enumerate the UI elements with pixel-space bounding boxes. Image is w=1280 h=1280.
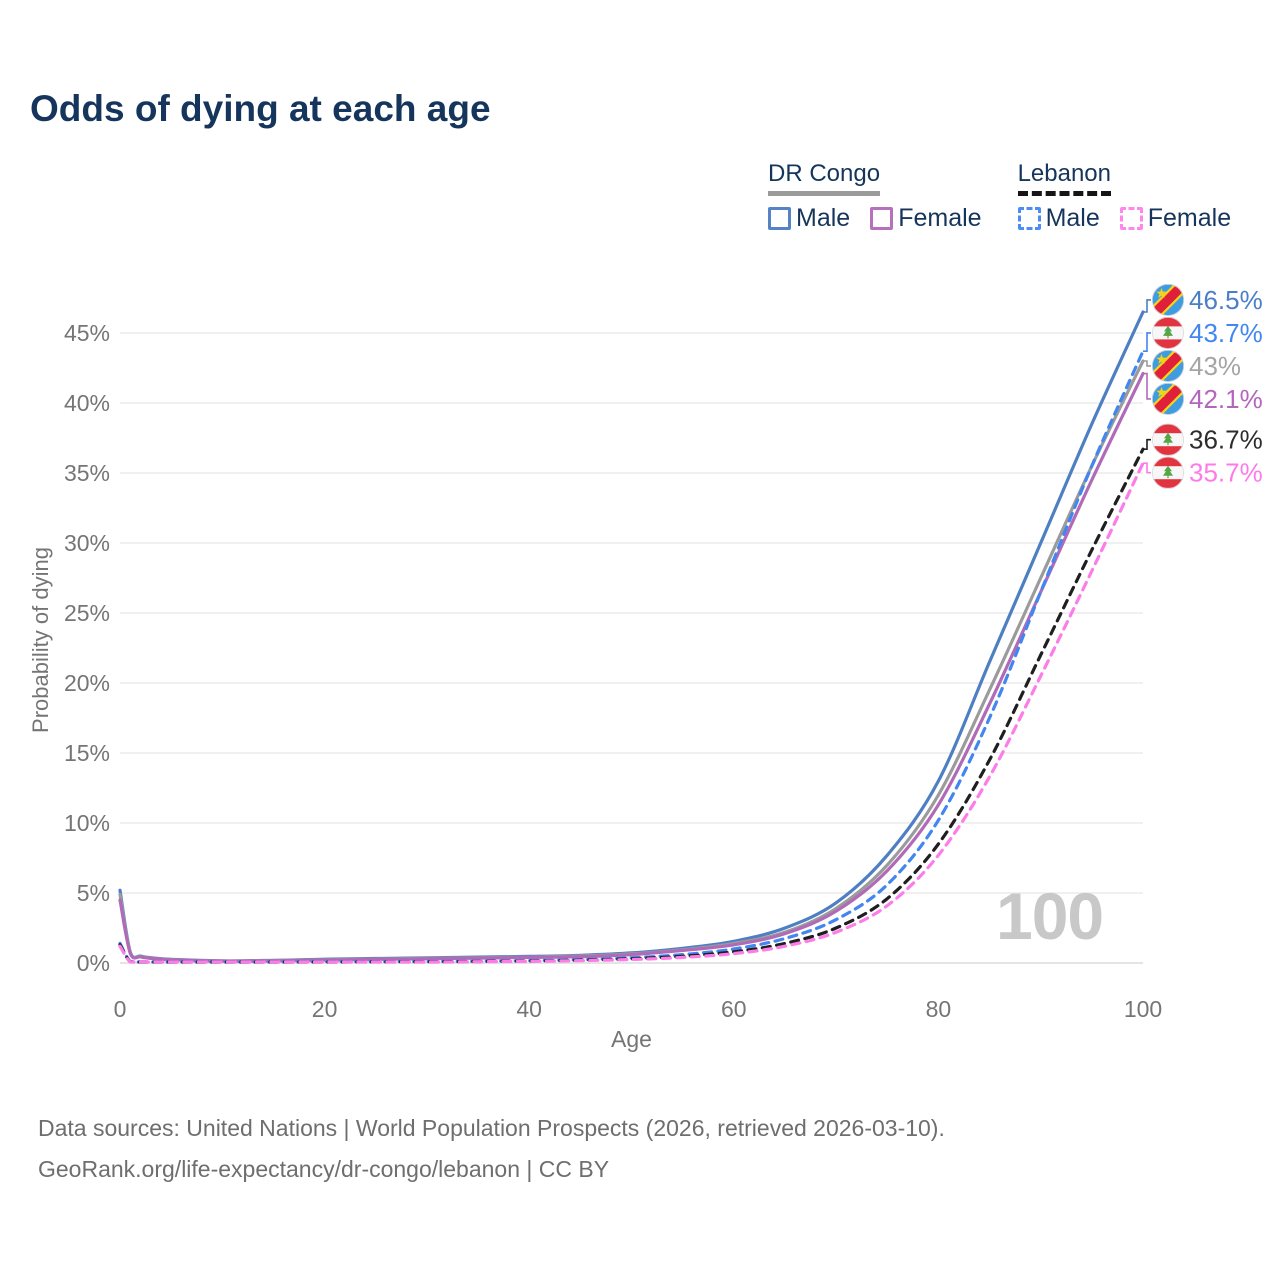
- end-label-connector: [1143, 438, 1151, 450]
- footer-data-sources: Data sources: United Nations | World Pop…: [38, 1115, 945, 1141]
- dr-congo-flag-icon: [1147, 279, 1189, 321]
- end-label-connector: [1143, 372, 1151, 400]
- y-tick-label: 35%: [64, 460, 110, 486]
- y-tick-label: 10%: [64, 810, 110, 836]
- lebanon-flag-icon: [1152, 457, 1184, 489]
- legend: DR Congo Male Female Lebanon Male Female: [768, 160, 1231, 233]
- series-line-lebanon-female[interactable]: [118, 461, 1145, 964]
- y-axis-title: Probability of dying: [28, 547, 53, 733]
- legend-item-dr-congo-male[interactable]: Male: [768, 204, 850, 233]
- x-tick-label: 80: [926, 996, 952, 1022]
- end-value-label-dr-congo-total: 43%: [1189, 351, 1241, 381]
- y-tick-label: 15%: [64, 740, 110, 766]
- legend-swatch-icon: [1119, 207, 1143, 230]
- lebanon-flag-icon: [1152, 424, 1184, 456]
- y-tick-label: 0%: [77, 950, 110, 976]
- legend-group-lebanon: Lebanon Male Female: [1017, 160, 1232, 233]
- end-value-label-lebanon-male: 43.7%: [1189, 318, 1263, 348]
- y-tick-label: 25%: [64, 600, 110, 626]
- legend-swatch-icon: [768, 207, 791, 230]
- lebanon-flag-icon: [1152, 317, 1184, 349]
- end-label-connector: [1143, 299, 1151, 313]
- legend-items-row: Male Female: [1017, 204, 1232, 233]
- legend-item-dr-congo-female[interactable]: Female: [870, 204, 982, 233]
- footer: Data sources: United Nations | World Pop…: [38, 1108, 945, 1190]
- end-value-label-dr-congo-male: 46.5%: [1189, 285, 1263, 315]
- x-axis-title: Age: [611, 1026, 652, 1052]
- legend-items-row: Male Female: [768, 204, 982, 233]
- legend-item-lebanon-female[interactable]: Female: [1119, 204, 1232, 233]
- legend-group-title: DR Congo: [768, 160, 881, 196]
- y-tick-label: 45%: [64, 320, 110, 346]
- legend-swatch-icon: [1017, 207, 1041, 230]
- legend-item-label: Male: [1045, 204, 1100, 232]
- page-title: Odds of dying at each age: [30, 88, 491, 129]
- legend-item-label: Male: [796, 204, 851, 232]
- y-tick-label: 5%: [77, 880, 110, 906]
- x-tick-label: 60: [721, 996, 747, 1022]
- end-label-connector: [1143, 332, 1151, 352]
- dr-congo-flag-icon: [1147, 378, 1189, 420]
- legend-group-dr-congo: DR Congo Male Female: [768, 160, 982, 233]
- dr-congo-flag-icon: [1147, 345, 1189, 387]
- y-tick-label: 30%: [64, 530, 110, 556]
- legend-group-title: Lebanon: [1017, 160, 1111, 196]
- end-value-label-dr-congo-female: 42.1%: [1189, 384, 1263, 414]
- series-line-lebanon-male[interactable]: [118, 349, 1145, 964]
- series-line-dr-congo-male[interactable]: [118, 310, 1145, 963]
- legend-item-label: Female: [898, 204, 982, 232]
- x-tick-label: 40: [516, 996, 542, 1022]
- legend-swatch-icon: [870, 207, 894, 230]
- end-label-connector: [1143, 462, 1151, 474]
- y-tick-label: 20%: [64, 670, 110, 696]
- x-tick-label: 0: [114, 996, 127, 1022]
- legend-item-lebanon-male[interactable]: Male: [1017, 204, 1100, 233]
- age-counter-watermark: 100: [996, 879, 1104, 953]
- y-tick-label: 40%: [64, 390, 110, 416]
- end-value-label-lebanon-female: 35.7%: [1189, 458, 1263, 488]
- end-label-connector: [1143, 360, 1151, 367]
- series-line-dr-congo-female[interactable]: [118, 372, 1145, 963]
- x-tick-label: 100: [1124, 996, 1162, 1022]
- legend-item-label: Female: [1147, 204, 1232, 232]
- x-tick-label: 20: [312, 996, 338, 1022]
- end-value-label-lebanon-total: 36.7%: [1189, 425, 1263, 455]
- footer-attribution: GeoRank.org/life-expectancy/dr-congo/leb…: [38, 1155, 610, 1182]
